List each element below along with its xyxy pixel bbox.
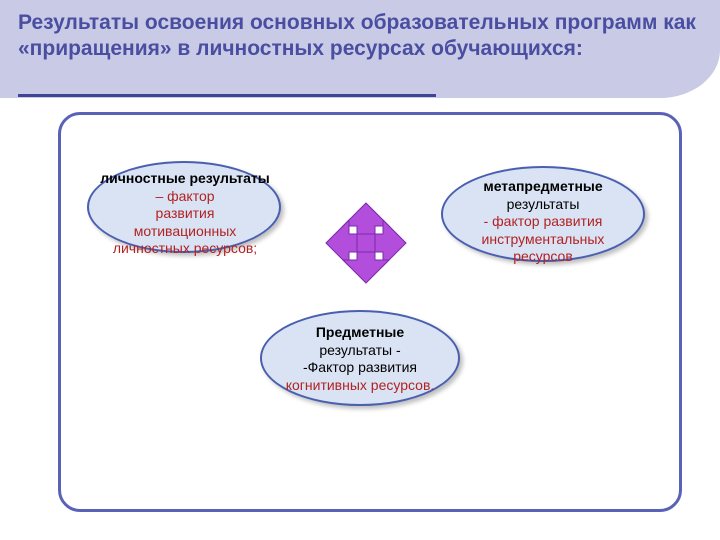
node-personal-line1: – фактор — [85, 188, 285, 206]
title-underline — [18, 94, 436, 97]
node-personal-title: личностные результаты — [85, 170, 285, 188]
node-meta-line1: результаты — [438, 196, 648, 214]
node-subject: Предметные результаты - -Фактор развития… — [252, 324, 468, 394]
three-way-arrow-icon — [321, 198, 411, 288]
node-meta-title: метапредметные — [438, 178, 648, 196]
page-title: Результаты освоения основных образовател… — [18, 10, 708, 63]
node-personal-line2: развития — [85, 205, 285, 223]
node-subject-line2: -Фактор развития — [252, 359, 468, 377]
node-meta: метапредметные результаты - фактор разви… — [438, 178, 648, 266]
node-meta-line2: - фактор развития — [438, 213, 648, 231]
node-meta-line3: инструментальных — [438, 231, 648, 249]
node-personal: личностные результаты – фактор развития … — [85, 170, 285, 258]
node-personal-line4: личностных ресурсов; — [85, 240, 285, 258]
node-personal-line3: мотивационных — [85, 223, 285, 241]
node-subject-line3: когнитивных ресурсов. — [252, 377, 468, 395]
node-subject-line1: результаты - — [252, 342, 468, 360]
node-subject-title: Предметные — [252, 324, 468, 342]
node-meta-line4: ресурсов — [438, 248, 648, 266]
